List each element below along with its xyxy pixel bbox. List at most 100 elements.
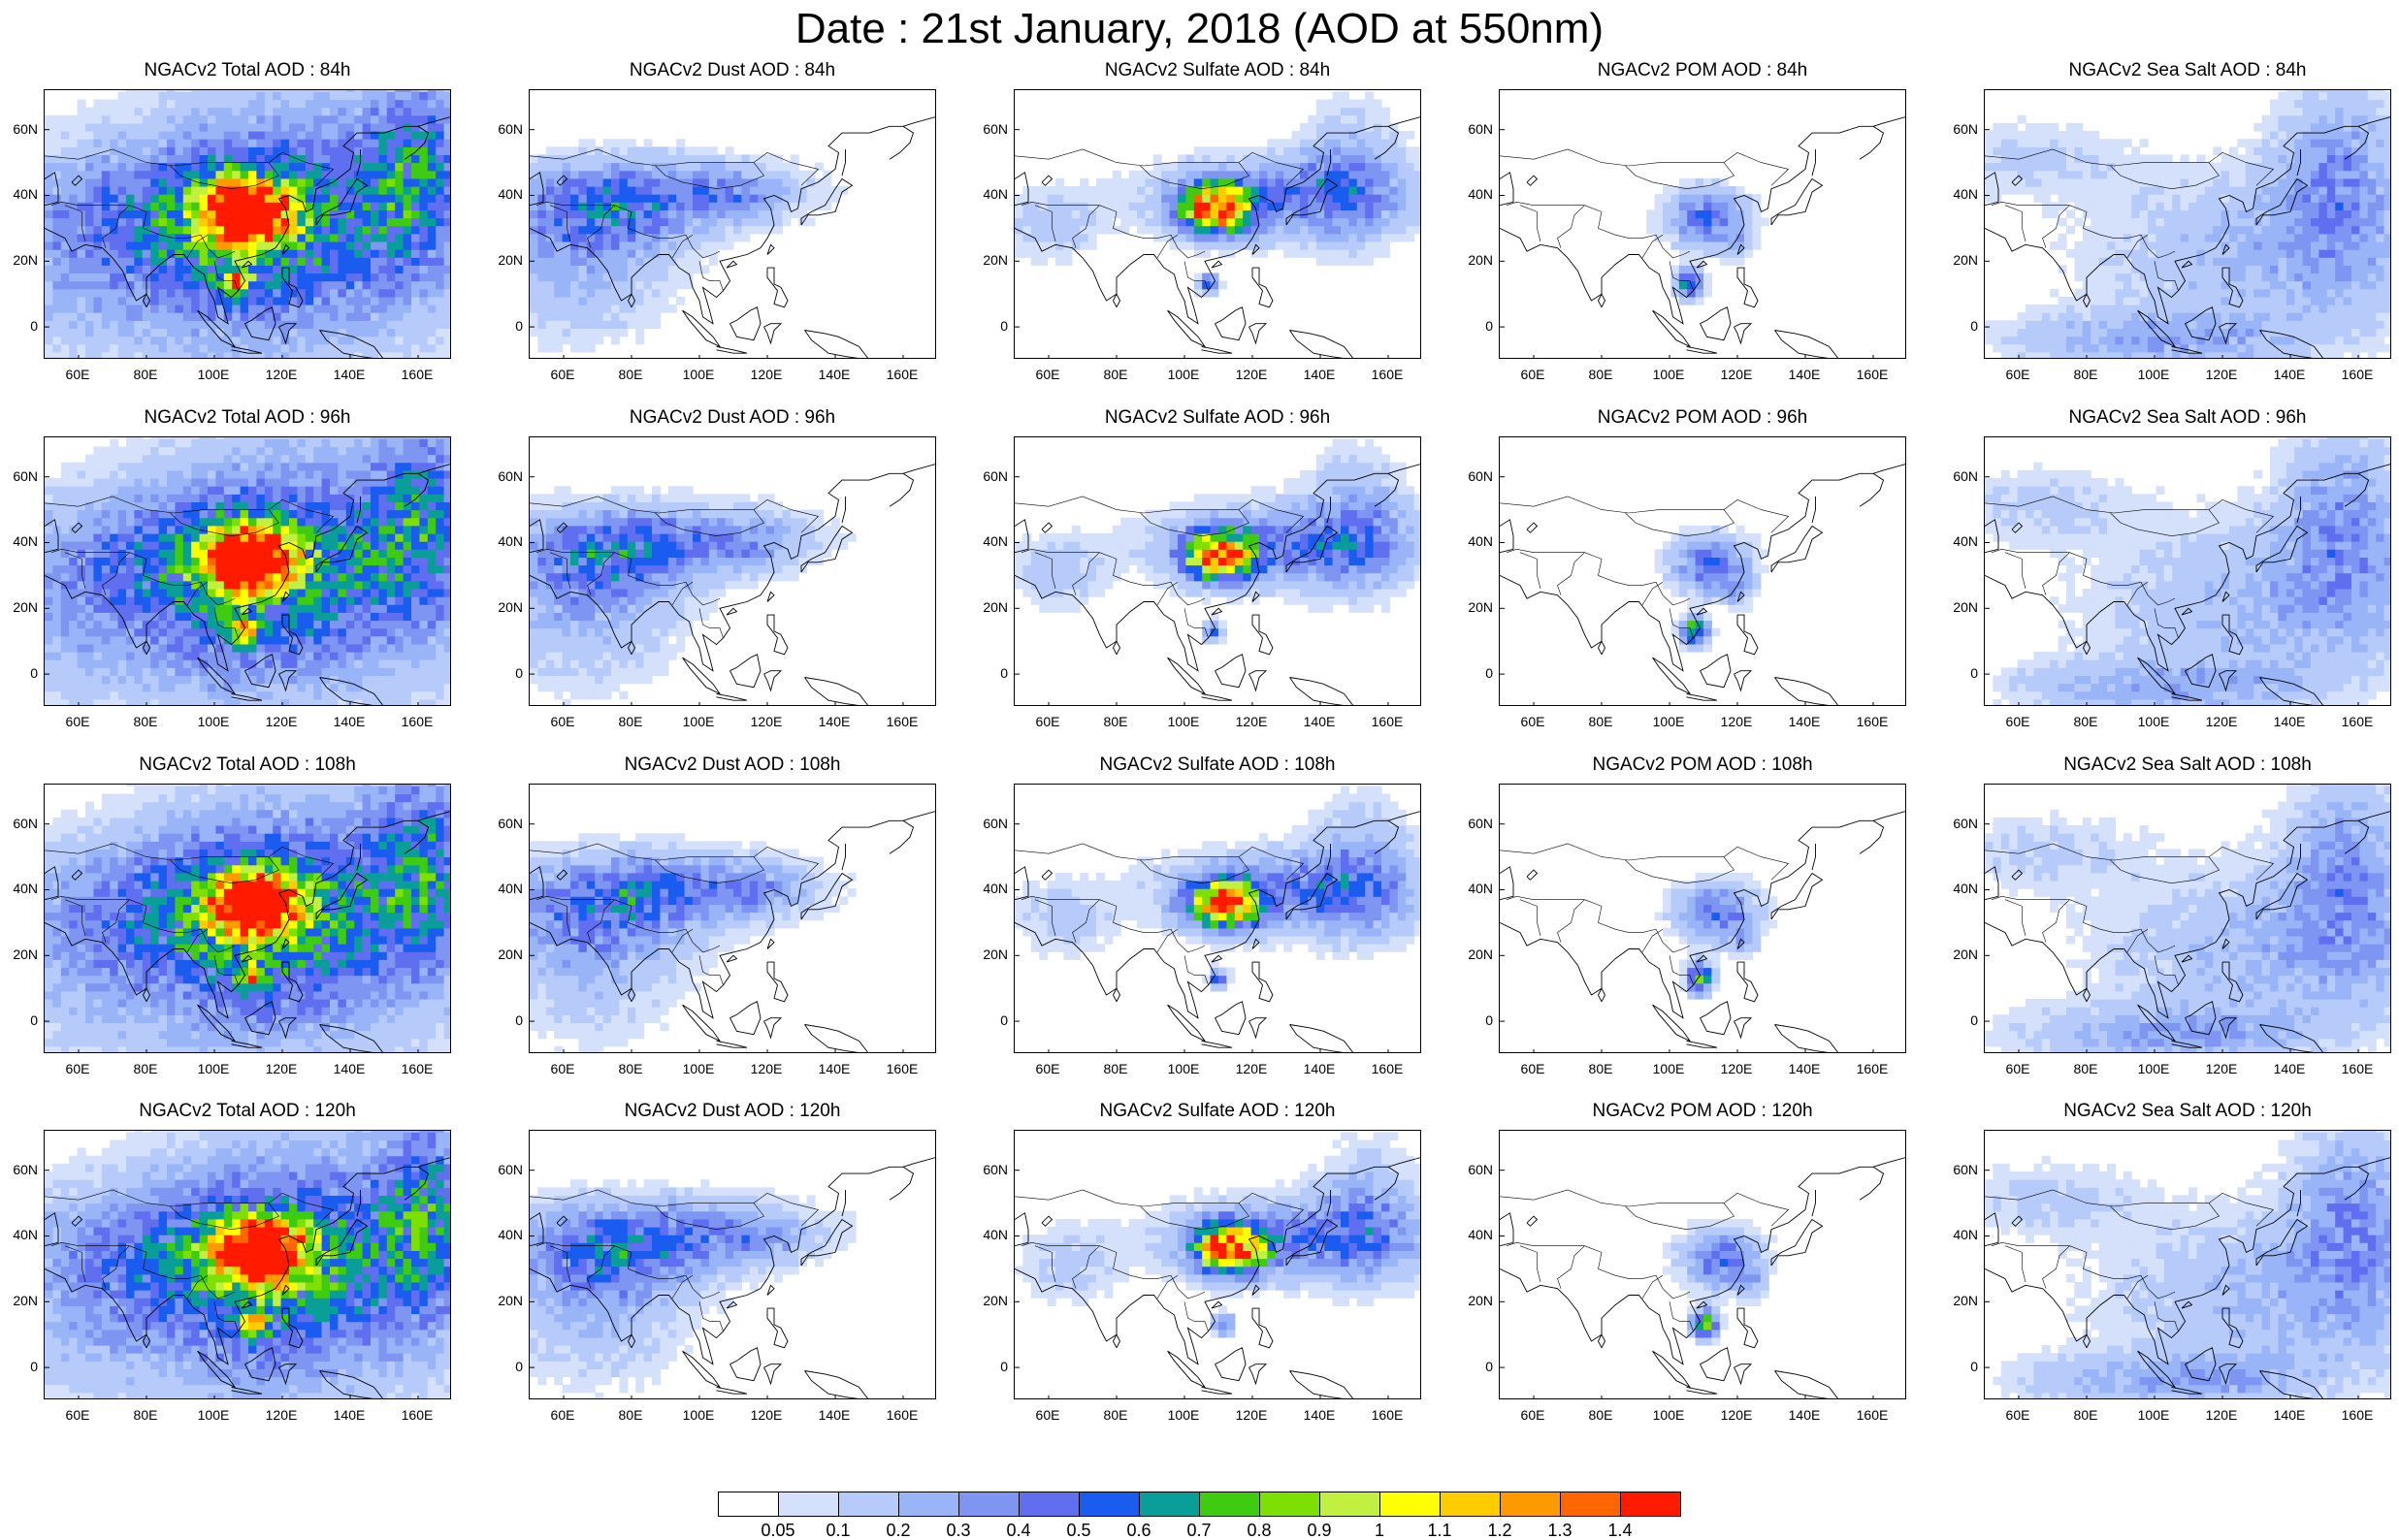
lat-tick-label: 0 [515,1359,523,1375]
lon-tick-label: 160E [886,367,919,382]
lat-tick-label: 60N [983,467,1008,484]
map-panel: NGACv2 Total AOD : 84h 60N 40N 20N 0 60E 80E 10… [13,60,451,388]
lat-tick-label: 60N [498,815,523,831]
lat-tick-label: 0 [1000,1359,1008,1375]
lon-tick-label: 100E [197,714,230,729]
map-frame [1014,89,1421,359]
lat-tick-label: 0 [515,665,523,682]
coastline-layer [1500,1157,1905,1398]
lat-tick-label: 20N [13,1293,38,1309]
lon-tick-label: 160E [401,1061,434,1076]
lon-tick-label: 140E [1303,1061,1336,1076]
lat-tick-label: 40N [13,1227,38,1243]
lon-tick-label: 140E [1788,367,1821,382]
lon-tick-label: 100E [1167,1061,1200,1076]
lat-tick-label: 60N [498,467,523,484]
lat-tick-label: 20N [13,946,38,963]
lon-tick-label: 160E [2341,1061,2374,1076]
colorbar-swatch [718,1492,779,1517]
lon-tick-label: 140E [818,1061,851,1076]
lon-tick-label: 160E [1856,1407,1889,1423]
aod-map [1500,464,1905,705]
lon-tick-label: 120E [265,1061,298,1076]
map-frame [1499,89,1906,359]
lon-tick-label: 140E [2273,1407,2306,1423]
aod-map [530,464,935,705]
colorbar-label: 0.7 [1186,1521,1212,1540]
lon-tick-label: 160E [1371,714,1404,729]
lon-tick-label: 120E [265,367,298,382]
coastline-layer [1985,464,2390,705]
lon-tick-label: 160E [1371,1407,1404,1423]
coastline-layer [1015,116,1420,358]
lon-tick-label: 120E [1720,367,1753,382]
lat-tick-label: 40N [983,881,1008,897]
lon-tick-label: 140E [2273,367,2306,382]
colorbar-swatch [778,1492,839,1517]
map-frame [529,1130,936,1399]
colorbar-swatch [1500,1492,1561,1517]
map-panel: NGACv2 Sulfate AOD : 108h 60N 40N 20N 0 60E 80… [983,754,1421,1082]
map-panel: NGACv2 Sulfate AOD : 96h 60N 40N 20N 0 60E 80E… [983,407,1421,735]
lat-tick-label: 40N [983,186,1008,203]
colorbar-swatch [1079,1492,1140,1517]
lat-tick-label: 40N [498,881,523,897]
lat-tick-label: 60N [13,467,38,484]
panel-title: NGACv2 POM AOD : 108h [1592,754,1813,775]
map-panel: NGACv2 Dust AOD : 108h 60N 40N 20N 0 60E 80E 10… [498,754,936,1082]
lat-tick-label: 60N [1953,120,1978,137]
lat-tick-label: 20N [983,1293,1008,1309]
map-frame [1984,1130,2391,1399]
coastline-layer [1985,811,2390,1052]
lat-tick-label: 40N [498,186,523,203]
lon-tick-label: 160E [1371,367,1404,382]
lon-tick-label: 120E [2205,1407,2238,1423]
lon-tick-label: 160E [401,367,434,382]
colorbar-swatch [1620,1492,1681,1517]
map-panel: NGACv2 Sea Salt AOD : 108h 60N 40N 20N 0 60E 8… [1953,754,2391,1082]
lon-tick-label: 100E [197,1407,230,1423]
lon-tick-label: 140E [818,714,851,729]
lon-tick-label: 140E [333,714,366,729]
lon-tick-label: 140E [818,1407,851,1423]
lon-tick-label: 60E [65,367,90,382]
colorbar-label: 1.2 [1487,1521,1512,1540]
lat-tick-label: 20N [1468,946,1493,963]
lon-tick-label: 60E [1035,1061,1060,1076]
colorbar-swatch [1139,1492,1200,1517]
lon-tick-label: 80E [1103,1061,1128,1076]
colorbar-label: 0.9 [1307,1521,1332,1540]
lon-tick-label: 140E [818,367,851,382]
lon-tick-label: 60E [1520,1061,1545,1076]
map-panel: NGACv2 Sea Salt AOD : 120h 60N 40N 20N 0 60E 8… [1953,1101,2391,1428]
lon-tick-label: 80E [1103,367,1128,382]
lon-tick-label: 80E [1588,1061,1613,1076]
lon-tick-label: 160E [2341,367,2374,382]
lon-tick-label: 60E [65,714,90,729]
map-frame [529,784,936,1053]
lat-tick-label: 0 [1000,318,1008,335]
figure-title: Date : 21st January, 2018 (AOD at 550nm) [794,5,1605,52]
lat-tick-label: 20N [983,946,1008,963]
aod-map [1985,785,2390,1052]
lon-tick-label: 60E [65,1061,90,1076]
lat-tick-label: 20N [1953,1293,1978,1309]
lat-tick-label: 60N [13,120,38,137]
lon-tick-label: 140E [1303,367,1336,382]
panel-title: NGACv2 Sulfate AOD : 108h [1099,754,1336,775]
lat-tick-label: 20N [1953,599,1978,616]
aod-map [45,1131,450,1398]
aod-field [1985,1131,2390,1398]
lat-tick-label: 0 [30,318,38,335]
lon-tick-label: 100E [2137,367,2170,382]
map-frame [1014,1130,1421,1399]
lon-tick-label: 120E [1235,714,1268,729]
lat-tick-label: 60N [1468,120,1493,137]
aod-map [1500,811,1905,1052]
lon-tick-label: 120E [750,1061,783,1076]
aod-map [1985,437,2390,705]
lat-tick-label: 0 [1485,665,1493,682]
lat-tick-label: 20N [498,1293,523,1309]
lon-tick-label: 100E [682,1407,715,1423]
lat-tick-label: 60N [1953,467,1978,484]
